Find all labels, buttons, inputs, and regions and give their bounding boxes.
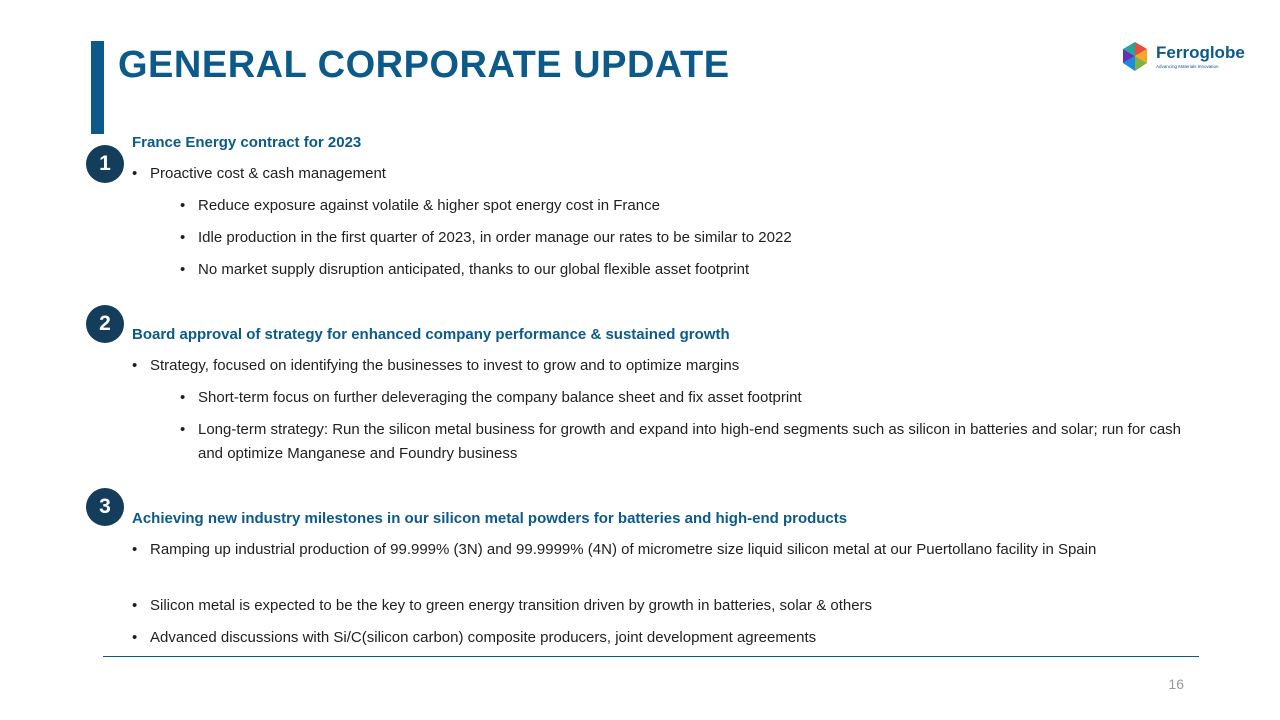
logo-mark-icon [1123,42,1147,71]
title-accent-bar [91,41,104,134]
section-1-title: France Energy contract for 2023 [132,134,362,151]
section-3-title: Achieving new industry milestones in our… [132,510,848,527]
section-2-bullet: Strategy, focused on identifying the bus… [132,354,1200,378]
section-3-number-badge: 3 [86,488,124,526]
logo-wordmark: Ferroglobe [1156,43,1245,62]
section-1-number-badge: 1 [86,145,124,183]
section-3-bullet: Silicon metal is expected to be the key … [132,594,1200,618]
section-3-bullet: Advanced discussions with Si/C(silicon c… [132,626,1200,650]
section-2-sub-bullet: Short-term focus on further deleveraging… [180,386,1198,410]
logo-tagline: Advancing Materials Innovation [1156,64,1219,69]
section-1-sub-bullet: Idle production in the first quarter of … [180,226,1198,250]
section-2-title: Board approval of strategy for enhanced … [132,326,730,343]
slide-title: GENERAL CORPORATE UPDATE [118,44,730,86]
section-2-number-badge: 2 [86,305,124,343]
section-1-sub-bullet: Reduce exposure against volatile & highe… [180,194,1198,218]
section-3-bullet: Ramping up industrial production of 99.9… [132,538,1200,562]
section-2-sub-bullet: Long-term strategy: Run the silicon meta… [180,418,1198,466]
footer-divider [103,656,1199,657]
company-logo: Ferroglobe Advancing Materials Innovatio… [1120,40,1245,74]
page-number: 16 [1168,676,1184,692]
section-1-sub-bullet: No market supply disruption anticipated,… [180,258,1198,282]
section-1-bullet: Proactive cost & cash management [132,162,1200,186]
